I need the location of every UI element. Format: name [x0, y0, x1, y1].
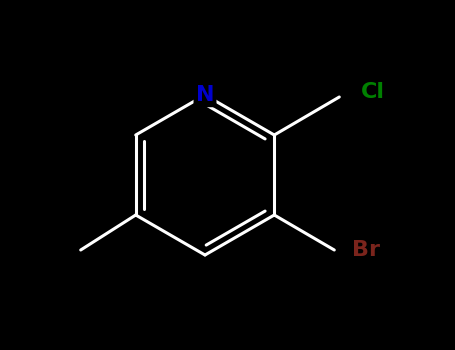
- Text: N: N: [196, 85, 214, 105]
- Text: Br: Br: [352, 240, 380, 260]
- Text: Cl: Cl: [361, 82, 385, 102]
